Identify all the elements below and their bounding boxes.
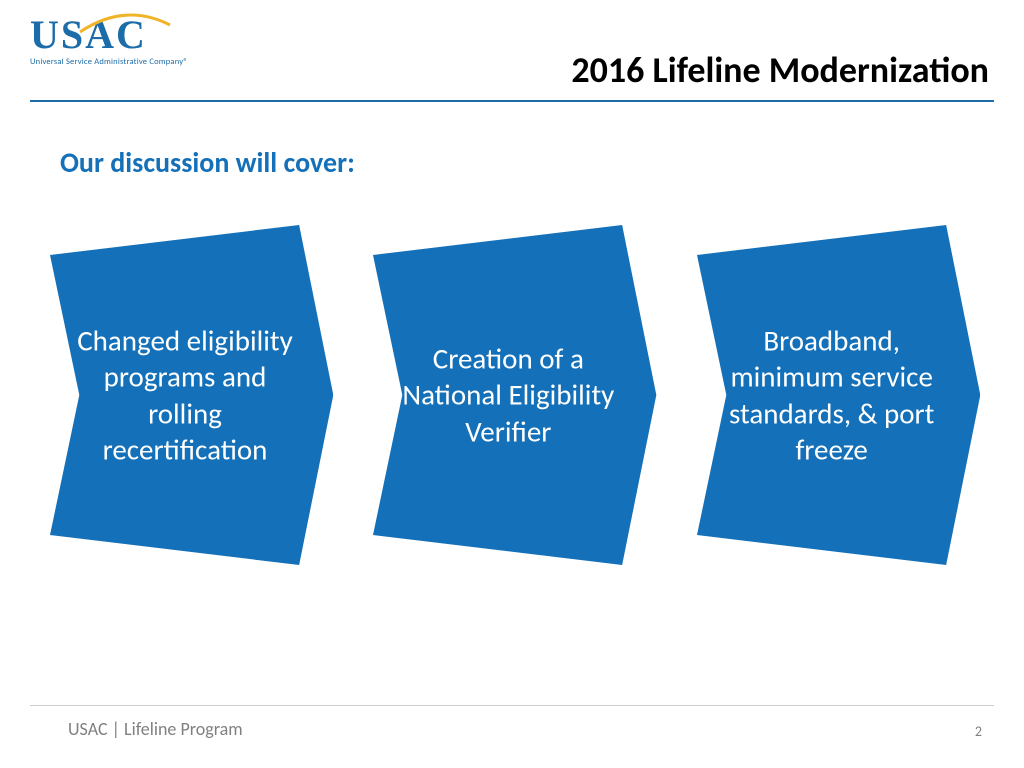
chevron-box: Broadband, minimum service standards, & … <box>697 225 980 565</box>
title-underline <box>30 100 994 102</box>
chevron-box: Changed eligibility programs and rolling… <box>50 225 333 565</box>
logo-arc-icon <box>75 7 175 37</box>
logo-tagline: Universal Service Administrative Company… <box>30 57 188 67</box>
footer-text: USAC | Lifeline Program <box>68 718 243 740</box>
footer-divider <box>30 705 994 706</box>
chevron-shapes-row: Changed eligibility programs and rolling… <box>50 225 980 565</box>
slide-subtitle: Our discussion will cover: <box>60 145 355 180</box>
chevron-text: Broadband, minimum service standards, & … <box>717 323 947 468</box>
chevron-text: Creation of a National Eligibility Verif… <box>393 341 623 450</box>
chevron-box: Creation of a National Eligibility Verif… <box>373 225 656 565</box>
slide-title: 2016 Lifeline Modernization <box>571 48 989 92</box>
page-number: 2 <box>975 723 982 740</box>
slide-header: USAC Universal Service Administrative Co… <box>0 0 1024 110</box>
usac-logo: USAC Universal Service Administrative Co… <box>30 15 188 67</box>
chevron-text: Changed eligibility programs and rolling… <box>70 323 300 468</box>
